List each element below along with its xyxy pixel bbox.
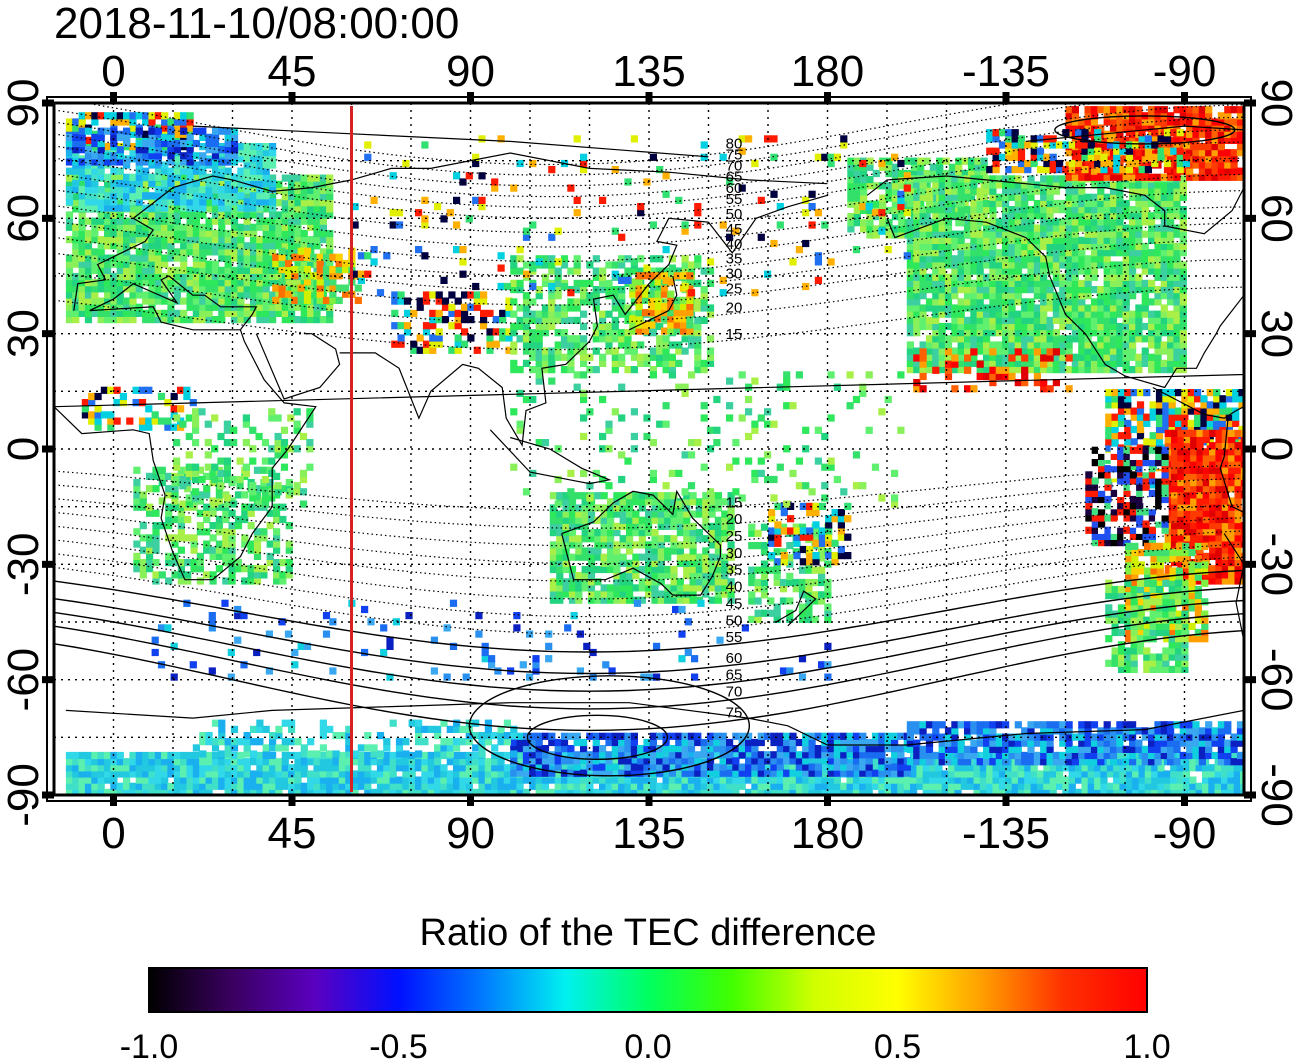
contour-label: 40 — [726, 236, 743, 253]
left-latitude-label: 90 — [0, 79, 48, 128]
contour-label: 45 — [726, 221, 743, 238]
left-latitude-label: 30 — [0, 309, 48, 358]
right-latitude-label: -90 — [1252, 763, 1296, 827]
top-longitude-label: 90 — [446, 47, 495, 96]
left-latitude-label: 0 — [0, 437, 48, 461]
contour-label: 80 — [726, 135, 743, 152]
left-latitude-label: -30 — [0, 533, 48, 597]
contour-label: 55 — [726, 191, 743, 208]
top-longitude-label: -90 — [1153, 47, 1217, 96]
right-latitude-label: 0 — [1252, 437, 1296, 461]
contour-label: 25 — [726, 528, 743, 545]
contour-label: 65 — [726, 667, 743, 684]
colorbar-tick-label: -1.0 — [120, 1028, 179, 1064]
contour-label: 35 — [726, 562, 743, 579]
contour-label: 45 — [726, 595, 743, 612]
colorbar-tick-label: 0.5 — [874, 1028, 921, 1064]
top-longitude-label: 135 — [612, 47, 685, 96]
left-latitude-label: -60 — [0, 648, 48, 712]
map-gridlines — [54, 103, 1244, 795]
right-latitude-label: 30 — [1252, 309, 1296, 358]
bottom-longitude-label: 135 — [612, 809, 685, 858]
bottom-longitude-label: 180 — [791, 809, 864, 858]
colorbar-title: Ratio of the TEC difference — [420, 912, 877, 954]
contour-label: 50 — [726, 206, 743, 223]
contour-label: 50 — [726, 612, 743, 629]
contour-label: 55 — [726, 629, 743, 646]
bottom-longitude-label: -90 — [1153, 809, 1217, 858]
contour-label: 30 — [726, 266, 743, 283]
right-latitude-label: 60 — [1252, 194, 1296, 243]
map-panel: 8075706560555045403530252015152025303540… — [42, 92, 1256, 806]
contour-label: 15 — [726, 326, 743, 343]
figure-title: 2018-11-10/08:00:00 — [54, 0, 459, 48]
bottom-longitude-label: 45 — [268, 809, 317, 858]
colorbar — [148, 967, 1148, 1013]
contour-label: 75 — [726, 147, 743, 164]
contour-label: 30 — [726, 545, 743, 562]
magnetic-latitude-contours — [54, 103, 1244, 777]
contour-label: 35 — [726, 251, 743, 268]
left-latitude-labels: 90 60 30 0 -30 -60 -90 — [0, 79, 48, 827]
contour-label: 60 — [726, 180, 743, 197]
bottom-longitude-label: 90 — [446, 809, 495, 858]
colorbar-tick-label: -0.5 — [369, 1028, 428, 1064]
frame-ticks — [42, 92, 1256, 806]
contour-labels: 8075706560555045403530252015152025303540… — [726, 135, 743, 721]
top-longitude-label: 180 — [791, 47, 864, 96]
top-longitude-label: 0 — [101, 47, 125, 96]
colorbar-tick-label: 1.0 — [1123, 1028, 1170, 1064]
contour-label: 25 — [726, 281, 743, 298]
top-longitude-label: 45 — [268, 47, 317, 96]
contour-label: 40 — [726, 579, 743, 596]
left-latitude-label: -90 — [0, 763, 48, 827]
right-latitude-label: -60 — [1252, 648, 1296, 712]
contour-label: 20 — [726, 299, 743, 316]
right-latitude-labels: 90 60 30 0 -30 -60 -90 — [1252, 79, 1296, 827]
bottom-longitude-label: -135 — [962, 809, 1050, 858]
contour-label: 65 — [726, 169, 743, 186]
colorbar-tick-label: 0.0 — [624, 1028, 671, 1064]
contour-label: 15 — [726, 494, 743, 511]
contour-label: 20 — [726, 511, 743, 528]
contour-label: 70 — [726, 684, 743, 701]
contour-label: 60 — [726, 650, 743, 667]
contour-label: 75 — [726, 704, 743, 721]
bottom-longitude-label: 0 — [101, 809, 125, 858]
top-longitude-label: -135 — [962, 47, 1050, 96]
right-latitude-label: -30 — [1252, 533, 1296, 597]
right-latitude-label: 90 — [1252, 79, 1296, 128]
colorbar-ticks: -1.0 -0.5 0.0 0.5 1.0 — [120, 1028, 1171, 1064]
left-latitude-label: 60 — [0, 194, 48, 243]
contour-label: 70 — [726, 158, 743, 175]
